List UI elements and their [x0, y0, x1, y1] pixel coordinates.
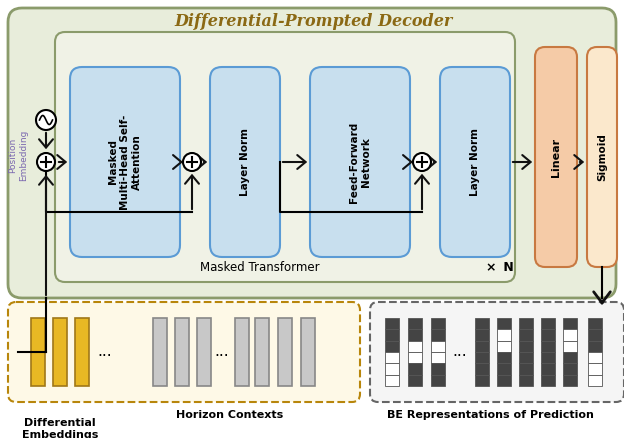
Bar [563, 318, 577, 329]
Bar [519, 341, 533, 352]
Bar [408, 374, 422, 386]
Bar [235, 318, 249, 386]
FancyBboxPatch shape [210, 67, 280, 257]
Bar [197, 318, 211, 386]
Bar [53, 318, 67, 386]
Text: Layer Norm: Layer Norm [470, 128, 480, 196]
Text: Feed-Forward
Network: Feed-Forward Network [349, 121, 371, 203]
Bar [519, 352, 533, 364]
Text: ...: ... [215, 345, 229, 360]
Bar [541, 341, 555, 352]
Text: Differential
Embeddings: Differential Embeddings [22, 418, 98, 438]
Bar [408, 341, 422, 352]
Bar [541, 329, 555, 341]
Bar [475, 318, 489, 329]
Bar [175, 318, 189, 386]
FancyBboxPatch shape [55, 32, 515, 282]
Bar [475, 341, 489, 352]
Circle shape [413, 153, 431, 171]
Bar [385, 329, 399, 341]
Bar [541, 364, 555, 374]
Bar [497, 318, 511, 329]
Bar [588, 329, 602, 341]
FancyBboxPatch shape [310, 67, 410, 257]
Bar [153, 318, 167, 386]
Bar [519, 364, 533, 374]
Bar [431, 352, 445, 364]
Bar [475, 352, 489, 364]
Bar [519, 374, 533, 386]
Bar [541, 318, 555, 329]
Bar [385, 352, 399, 364]
FancyBboxPatch shape [587, 47, 617, 267]
Text: BE Representations of Prediction: BE Representations of Prediction [386, 410, 593, 420]
Bar [497, 352, 511, 364]
FancyBboxPatch shape [535, 47, 577, 267]
Bar [588, 318, 602, 329]
Circle shape [183, 153, 201, 171]
Text: Sigmoid: Sigmoid [597, 133, 607, 181]
Bar [385, 341, 399, 352]
Bar [408, 329, 422, 341]
Circle shape [36, 110, 56, 130]
Bar [588, 364, 602, 374]
Bar [475, 364, 489, 374]
Bar [475, 374, 489, 386]
Text: ...: ... [98, 345, 112, 360]
Bar [563, 352, 577, 364]
Bar [497, 329, 511, 341]
Circle shape [37, 153, 55, 171]
Text: Horizon Contexts: Horizon Contexts [177, 410, 284, 420]
Bar [431, 318, 445, 329]
Text: Masked Transformer: Masked Transformer [200, 261, 320, 274]
Bar [519, 329, 533, 341]
Bar [541, 374, 555, 386]
FancyBboxPatch shape [440, 67, 510, 257]
Text: Differential-Prompted Decoder: Differential-Prompted Decoder [175, 14, 453, 31]
Text: Position
Embedding: Position Embedding [8, 129, 27, 181]
Bar [588, 341, 602, 352]
Bar [408, 318, 422, 329]
Bar [385, 364, 399, 374]
Bar [431, 364, 445, 374]
Bar [588, 352, 602, 364]
Text: Masked
Multi-Head Self-
Attention: Masked Multi-Head Self- Attention [109, 114, 142, 210]
Bar [408, 364, 422, 374]
Bar [278, 318, 292, 386]
Bar [588, 374, 602, 386]
Bar [563, 374, 577, 386]
FancyBboxPatch shape [8, 8, 616, 298]
Bar [431, 341, 445, 352]
Bar [519, 318, 533, 329]
Bar [431, 329, 445, 341]
Bar [431, 374, 445, 386]
Bar [31, 318, 45, 386]
Bar [385, 374, 399, 386]
Bar [497, 364, 511, 374]
Bar [563, 329, 577, 341]
Text: Layer Norm: Layer Norm [240, 128, 250, 196]
Text: Linear: Linear [551, 138, 561, 177]
Bar [255, 318, 269, 386]
Bar [75, 318, 89, 386]
FancyBboxPatch shape [70, 67, 180, 257]
FancyBboxPatch shape [8, 302, 360, 402]
Bar [541, 352, 555, 364]
Text: ...: ... [452, 345, 467, 360]
FancyBboxPatch shape [370, 302, 624, 402]
Bar [475, 329, 489, 341]
Bar [385, 318, 399, 329]
Bar [563, 364, 577, 374]
Bar [497, 341, 511, 352]
Bar [497, 374, 511, 386]
Bar [301, 318, 315, 386]
Text: ×  N: × N [486, 261, 514, 274]
Bar [563, 341, 577, 352]
Bar [408, 352, 422, 364]
